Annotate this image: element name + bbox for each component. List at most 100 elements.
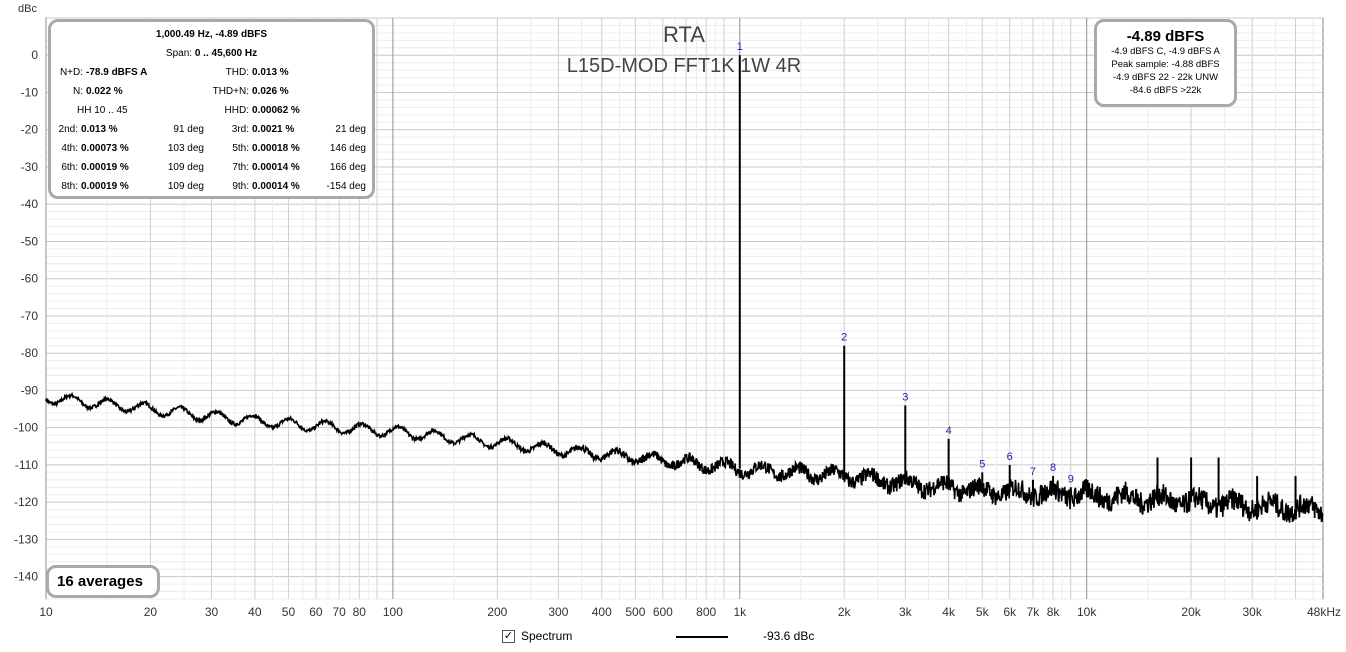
chart-title: RTA [663, 22, 705, 47]
harmonic-marker-label: 7 [1030, 466, 1036, 478]
x-tick-label: 6k [1003, 605, 1017, 619]
y-axis-label: dBc [18, 3, 37, 15]
harmonic-label: 8th: [61, 181, 78, 192]
x-tick-label: 80 [353, 605, 367, 619]
rta-chart: 0 -10 -20 -30 -40 -50 -60 -70 -80 -90 -100 -110 -120… [14, 3, 1341, 619]
x-tick-label: 3k [899, 605, 913, 619]
harmonic-value: 0.0021 % [252, 124, 295, 135]
y-tick-label: -110 [15, 458, 38, 472]
harmonic-phase: 146 deg [329, 143, 366, 154]
level-panel: -4.89 dBFS -4.9 dBFS C, -4.9 dBFS A Peak… [1094, 19, 1237, 107]
level-main: -4.89 dBFS [1126, 28, 1205, 45]
x-tick-label: 30 [205, 605, 219, 619]
harmonic-label: 2nd: [58, 124, 78, 135]
harmonic-value: 0.00019 % [81, 181, 129, 192]
harmonic-phase: 109 deg [167, 162, 204, 173]
x-tick-label: 1k [733, 605, 747, 619]
x-tick-label: 4k [942, 605, 956, 619]
spectrum-line-swatch [676, 636, 728, 638]
y-tick-label: -60 [21, 272, 39, 286]
y-tick-label: -100 [14, 421, 38, 435]
level-line2: Peak sample: -4.88 dBFS [1111, 59, 1220, 70]
harmonic-value: 0.00014 % [252, 162, 300, 173]
spectrum-label[interactable]: Spectrum [521, 629, 573, 643]
x-tick-label: 8k [1047, 605, 1061, 619]
spectrum-checkbox[interactable]: ✓ [502, 630, 515, 643]
y-tick-label: -50 [21, 234, 39, 248]
harmonic-marker-label: 1 [737, 41, 743, 53]
hhd-label: HHD: [224, 105, 249, 116]
harmonic-phase: 91 deg [173, 124, 204, 135]
hhd-value: 0.00062 % [252, 105, 300, 116]
x-tick-label: 200 [487, 605, 507, 619]
x-tick-label: 10 [39, 605, 53, 619]
x-tick-label: 60 [309, 605, 323, 619]
chart-subtitle: L15D-MOD FFT1K 1W 4R [567, 55, 801, 77]
y-tick-label: -140 [14, 570, 38, 584]
x-tick-label: 400 [592, 605, 612, 619]
averages-badge: 16 averages [46, 565, 160, 598]
nd-label: N+D: [59, 67, 83, 78]
x-tick-label: 20k [1181, 605, 1201, 619]
y-tick-label: -120 [14, 495, 38, 509]
harmonic-value: 0.00014 % [252, 181, 300, 192]
x-tick-label: 800 [696, 605, 716, 619]
x-tick-label: 48kHz [1307, 605, 1341, 619]
y-tick-label: 0 [31, 48, 38, 62]
thd-label: THD: [225, 67, 249, 78]
level-line4: -84.6 dBFS >22k [1129, 85, 1202, 96]
harmonic-label: 4th: [61, 143, 78, 154]
stats-header: 1,000.49 Hz, -4.89 dBFS [155, 29, 268, 40]
x-tick-label: 7k [1027, 605, 1041, 619]
harmonic-marker-label: 2 [841, 332, 847, 344]
harmonic-marker-label: 9 [1068, 473, 1074, 485]
level-line3: -4.9 dBFS 22 - 22k UNW [1112, 72, 1219, 83]
harmonic-marker-label: 5 [979, 458, 985, 470]
harmonic-marker-label: 4 [946, 425, 952, 437]
x-tick-label: 100 [383, 605, 403, 619]
x-tick-label: 30k [1243, 605, 1263, 619]
thdn-label: THD+N: [212, 86, 249, 97]
harmonic-marker-label: 8 [1050, 462, 1056, 474]
y-tick-label: -30 [21, 160, 39, 174]
stats-span: Span: 0 .. 45,600 Hz [165, 48, 258, 59]
harmonic-value: 0.00018 % [252, 143, 300, 154]
harmonic-phase: 166 deg [329, 162, 366, 173]
spectrum-level: -93.6 dBc [763, 629, 815, 643]
y-tick-label: -40 [21, 197, 39, 211]
harmonic-label: 9th: [232, 181, 249, 192]
harmonic-value: 0.00073 % [81, 143, 129, 154]
y-tick-label: -80 [21, 346, 39, 360]
n-label: N: [73, 86, 83, 97]
n-value: 0.022 % [86, 86, 123, 97]
harmonic-label: 7th: [232, 162, 249, 173]
stats-panel: 1,000.49 Hz, -4.89 dBFS Span: 0 .. 45,60… [48, 19, 375, 199]
harmonic-marker-label: 3 [902, 391, 908, 403]
harmonic-value: 0.00019 % [81, 162, 129, 173]
x-tick-label: 70 [332, 605, 346, 619]
harmonic-phase: 21 deg [335, 124, 366, 135]
x-tick-label: 600 [653, 605, 673, 619]
y-tick-label: -70 [21, 309, 39, 323]
x-tick-label: 2k [838, 605, 852, 619]
x-tick-label: 50 [282, 605, 296, 619]
y-tick-label: -10 [21, 85, 39, 99]
thd-value: 0.013 % [252, 67, 289, 78]
harmonic-label: 6th: [61, 162, 78, 173]
harmonic-value: 0.013 % [81, 124, 118, 135]
x-tick-label: 300 [548, 605, 568, 619]
level-line1: -4.9 dBFS C, -4.9 dBFS A [1111, 46, 1220, 57]
legend: ✓ Spectrum -93.6 dBc [0, 626, 1346, 650]
x-tick-label: 10k [1077, 605, 1097, 619]
harmonic-phase: -154 deg [326, 181, 366, 192]
y-tick-label: -130 [14, 532, 38, 546]
x-tick-label: 40 [248, 605, 262, 619]
hh-label: HH 10 .. 45 [77, 105, 128, 116]
harmonic-phase: 109 deg [167, 181, 204, 192]
x-tick-label: 20 [144, 605, 158, 619]
harmonic-label: 5th: [232, 143, 249, 154]
harmonic-marker-label: 6 [1007, 451, 1013, 463]
harmonic-phase: 103 deg [167, 143, 204, 154]
harmonic-label: 3rd: [231, 124, 249, 135]
x-tick-label: 500 [625, 605, 645, 619]
